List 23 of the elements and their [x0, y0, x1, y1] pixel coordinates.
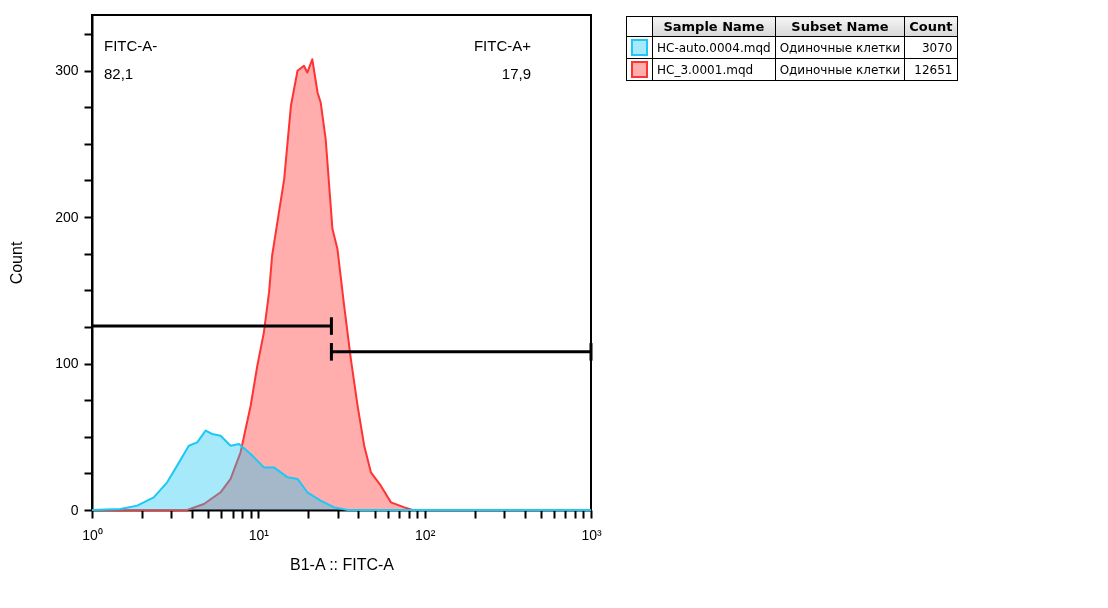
- y-tick-label: 100: [55, 355, 79, 372]
- y-tick-label: 0: [70, 501, 79, 518]
- y-axis-title: Count: [8, 241, 26, 285]
- text: Sample Name: [652, 16, 776, 37]
- x-tick-label: 10²: [415, 526, 436, 543]
- text: Subset Name: [775, 16, 905, 37]
- x-axis-title: B1-A :: FITC-A: [289, 555, 395, 573]
- text: Одиночные клетки: [775, 36, 905, 59]
- text: 3070: [904, 36, 958, 59]
- annotation: FITC-A+: [473, 37, 532, 54]
- text: Одиночные клетки: [775, 58, 905, 81]
- y-tick-label: 200: [55, 208, 79, 225]
- text: Count: [904, 16, 958, 37]
- x-tick-label: 10³: [581, 526, 602, 543]
- annotation: 17,9: [501, 65, 531, 82]
- text: 12651: [904, 58, 958, 81]
- legend-label: HC_3.0001.mqd: [652, 58, 776, 81]
- annotation: FITC-A-: [104, 37, 158, 54]
- legend-label: HC-auto.0004.mqd: [652, 36, 776, 59]
- x-tick-label: 10⁰: [82, 526, 103, 543]
- x-tick-label: 10¹: [248, 526, 270, 543]
- annotation: 82,1: [104, 65, 134, 82]
- y-tick-label: 300: [55, 62, 79, 79]
